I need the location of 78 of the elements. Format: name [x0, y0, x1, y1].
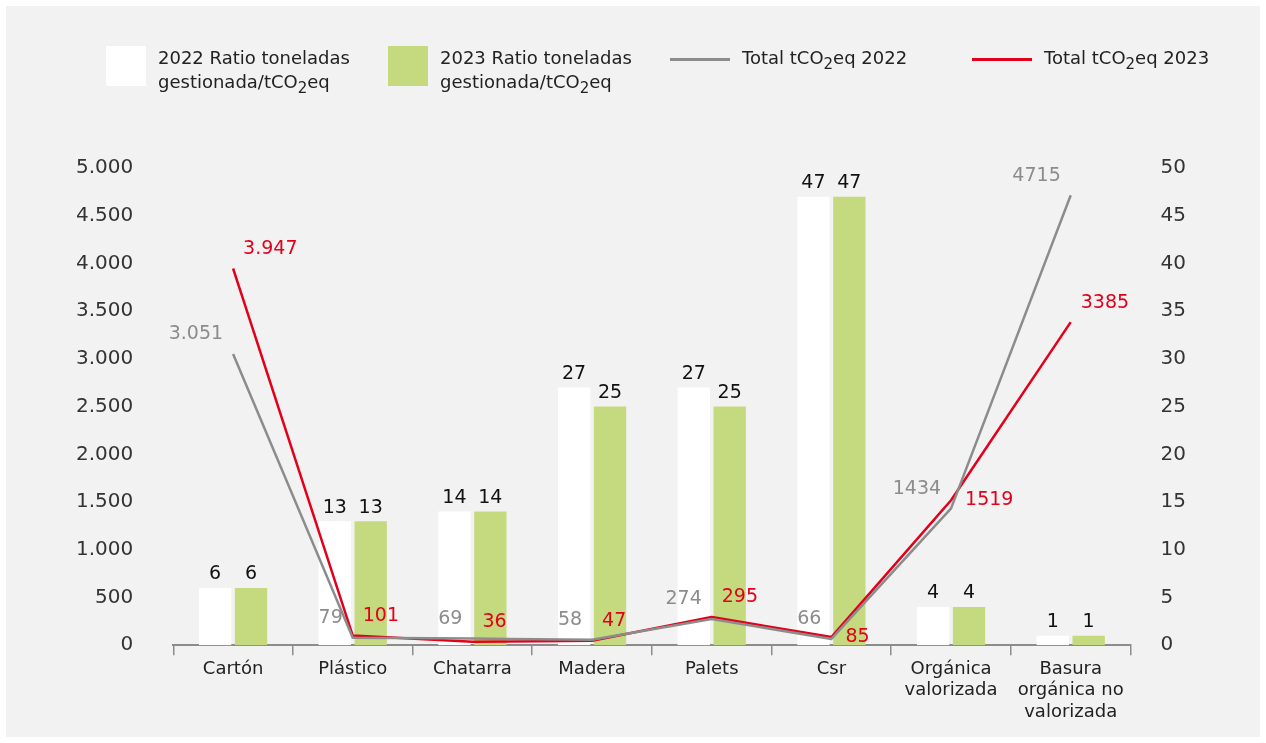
legend-label: 2022 Ratio toneladas gestionada/tCO$_{2}$eq: [158, 46, 351, 99]
data-label: 25: [717, 380, 742, 403]
data-label: 3385: [1080, 289, 1130, 312]
y2-tick-label: 20: [1160, 440, 1186, 465]
data-label: 6: [244, 561, 258, 584]
data-label: 1: [1046, 609, 1059, 632]
data-label: 47: [837, 170, 862, 193]
y2-tick-label: 10: [1160, 535, 1186, 560]
data-label: 13: [358, 494, 383, 517]
data-label: 66: [797, 606, 822, 629]
data-label: 101: [362, 603, 400, 625]
y-tick-label: 2.000: [75, 440, 134, 465]
data-label: 14: [478, 485, 503, 508]
data-label: 4715: [1012, 162, 1061, 185]
y2-tick-label: 5: [1160, 583, 1174, 608]
bar: [1072, 635, 1105, 646]
bar: [916, 607, 950, 646]
y2-tick-label: 50: [1160, 154, 1186, 179]
data-label: 47: [801, 170, 826, 193]
x-tick-label: Plástico: [318, 656, 388, 678]
x-tick-label: Palets: [684, 656, 739, 678]
bar: [1036, 635, 1069, 646]
data-label: 13: [322, 494, 347, 517]
y-tick-label: 5.000: [75, 154, 134, 179]
y-tick-label: 4.500: [75, 201, 134, 226]
y-tick-label: 2.500: [75, 392, 134, 417]
data-label: 69: [438, 606, 463, 629]
data-label: 47: [602, 608, 627, 631]
x-tick-label: Cartón: [202, 656, 264, 678]
bar: [474, 511, 507, 646]
legend-label: 2023 Ratio toneladas gestionada/tCO$_{2}$eq: [440, 46, 633, 99]
data-label: 27: [562, 360, 587, 383]
data-label: 4: [927, 580, 940, 603]
y2-tick-label: 15: [1160, 488, 1186, 513]
y2-tick-label: 35: [1160, 297, 1186, 322]
y-tick-label: 1.500: [75, 488, 134, 513]
bar: [438, 511, 471, 646]
data-label: 1: [1082, 609, 1095, 632]
y2-tick-label: 40: [1160, 249, 1186, 274]
bar: [797, 196, 830, 646]
y-tick-label: 0: [120, 631, 134, 656]
x-tick-label: Csr: [816, 656, 847, 678]
bar: [557, 387, 591, 646]
data-label: 3.947: [243, 235, 298, 258]
data-label: 14: [442, 485, 467, 508]
bar: [234, 587, 268, 646]
y-tick-label: 3.500: [75, 297, 134, 322]
y-tick-label: 500: [95, 583, 134, 608]
y2-tick-label: 25: [1160, 392, 1186, 417]
y-tick-label: 1.000: [75, 535, 134, 560]
y2-tick-label: 0: [1160, 631, 1174, 656]
data-label: 58: [557, 607, 583, 630]
data-label: 4: [962, 580, 976, 603]
x-tick-label: Madera: [558, 656, 626, 678]
data-label: 25: [597, 380, 623, 403]
data-label: 1434: [892, 475, 942, 498]
data-label: 1519: [965, 487, 1014, 510]
legend-label: Total tCO$_{2}$eq 2022: [742, 46, 909, 75]
bar: [952, 607, 986, 646]
data-label: 79: [318, 605, 343, 628]
data-label: 27: [681, 360, 706, 383]
data-label: 36: [482, 609, 507, 632]
x-tick-label: Chatarra: [433, 656, 512, 678]
y-tick-label: 4.000: [75, 249, 134, 274]
bar: [198, 587, 232, 646]
data-label: 6: [209, 561, 222, 584]
bar: [833, 196, 866, 646]
bar: [593, 406, 627, 646]
data-label: 295: [721, 584, 758, 607]
data-label: 3.051: [168, 321, 224, 344]
data-label: 274: [665, 586, 702, 609]
y2-tick-label: 45: [1160, 201, 1186, 226]
legend-label: Total tCO$_{2}$eq 2023: [1044, 46, 1211, 75]
x-tick-label: Orgánica valorizada: [904, 656, 998, 700]
y2-tick-label: 30: [1160, 345, 1186, 370]
y-tick-label: 3.000: [75, 345, 134, 370]
data-label: 85: [845, 624, 870, 647]
x-tick-label: Basura orgánica no valorizada: [1017, 656, 1124, 721]
